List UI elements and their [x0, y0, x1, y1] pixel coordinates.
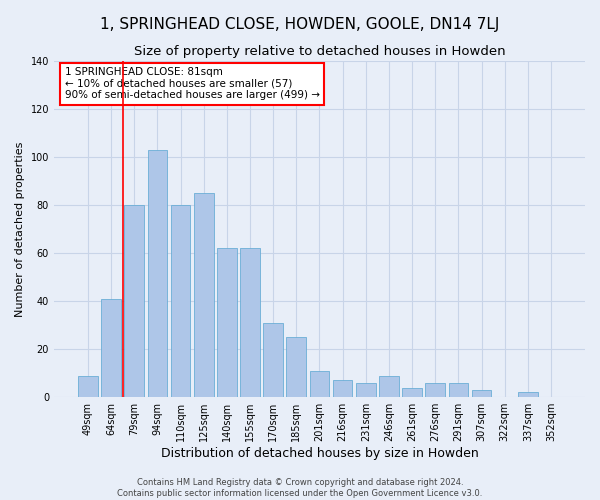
Bar — [217, 248, 236, 397]
Bar — [379, 376, 399, 397]
Bar — [263, 322, 283, 397]
Text: 1 SPRINGHEAD CLOSE: 81sqm
← 10% of detached houses are smaller (57)
90% of semi-: 1 SPRINGHEAD CLOSE: 81sqm ← 10% of detac… — [65, 68, 320, 100]
Text: 1, SPRINGHEAD CLOSE, HOWDEN, GOOLE, DN14 7LJ: 1, SPRINGHEAD CLOSE, HOWDEN, GOOLE, DN14… — [100, 18, 500, 32]
Bar — [240, 248, 260, 397]
Bar — [402, 388, 422, 397]
Bar — [286, 337, 306, 397]
Bar — [518, 392, 538, 397]
X-axis label: Distribution of detached houses by size in Howden: Distribution of detached houses by size … — [161, 447, 478, 460]
Y-axis label: Number of detached properties: Number of detached properties — [15, 141, 25, 316]
Bar — [170, 205, 190, 397]
Bar — [194, 193, 214, 397]
Bar — [472, 390, 491, 397]
Bar — [449, 383, 468, 397]
Bar — [425, 383, 445, 397]
Bar — [310, 371, 329, 397]
Bar — [148, 150, 167, 397]
Bar — [333, 380, 352, 397]
Text: Contains HM Land Registry data © Crown copyright and database right 2024.
Contai: Contains HM Land Registry data © Crown c… — [118, 478, 482, 498]
Bar — [356, 383, 376, 397]
Bar — [78, 376, 98, 397]
Bar — [101, 298, 121, 397]
Bar — [124, 205, 144, 397]
Title: Size of property relative to detached houses in Howden: Size of property relative to detached ho… — [134, 45, 505, 58]
